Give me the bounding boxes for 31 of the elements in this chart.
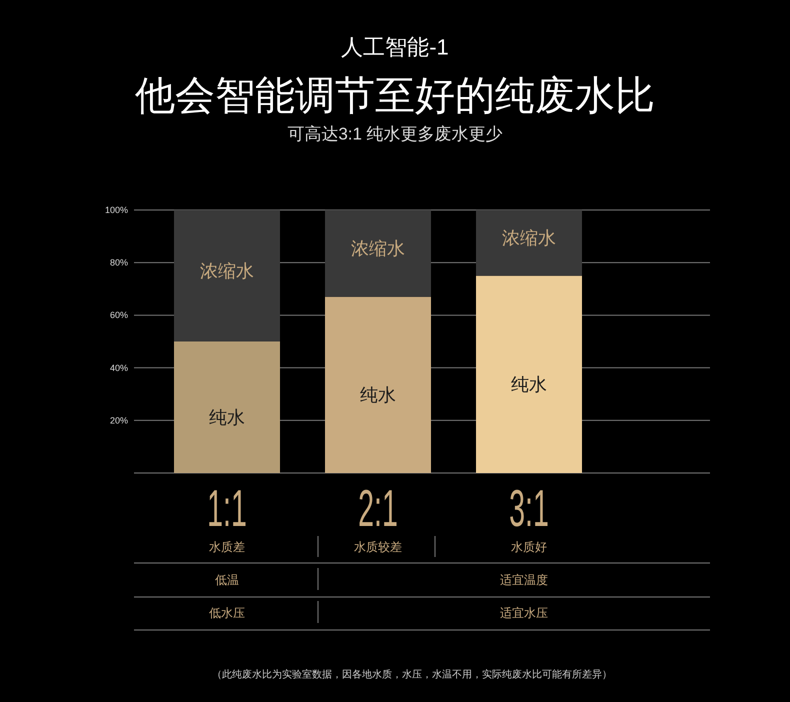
text: 适宜温度	[500, 573, 548, 587]
text: 水质好	[511, 540, 547, 554]
text: 浓缩水	[200, 260, 254, 281]
y-tick-label: 20%	[110, 415, 128, 426]
text: 浓缩水	[351, 238, 405, 258]
chart-subtitle: 可高达3:1 纯水更多废水更少	[287, 124, 503, 144]
y-tick-label: 60%	[110, 310, 128, 320]
x-tick-label: 3:1	[509, 478, 549, 538]
series-label: 纯水	[209, 407, 245, 428]
y-tick-label: 40%	[110, 362, 128, 373]
y-tick-label: 80%	[110, 258, 128, 268]
text: （此纯废水比为实验室数据，因各地水质，水压，水温不用，实际纯废水比可能有所差异）	[212, 668, 612, 680]
chart-title: 他会智能调节至好的纯废水比	[135, 74, 655, 118]
text: 纯水	[360, 384, 396, 405]
text: 水质较差	[354, 540, 402, 554]
text: 低水压	[209, 606, 245, 620]
text: 纯水	[511, 374, 547, 394]
series-label: 浓缩水	[502, 228, 556, 248]
bar	[476, 276, 582, 473]
bar	[476, 210, 582, 276]
text: 适宜水压	[500, 606, 548, 620]
text: 水质差	[209, 540, 245, 554]
x-tick-label: 2:1	[358, 478, 398, 538]
y-tick-label: 100%	[104, 205, 128, 215]
bar	[174, 342, 280, 473]
text: 低温	[215, 573, 239, 587]
text: 人工智能-1	[341, 34, 449, 60]
bar	[174, 210, 280, 342]
x-tick-label: 1:1	[207, 478, 247, 538]
bar	[325, 210, 431, 297]
bar	[325, 296, 431, 473]
